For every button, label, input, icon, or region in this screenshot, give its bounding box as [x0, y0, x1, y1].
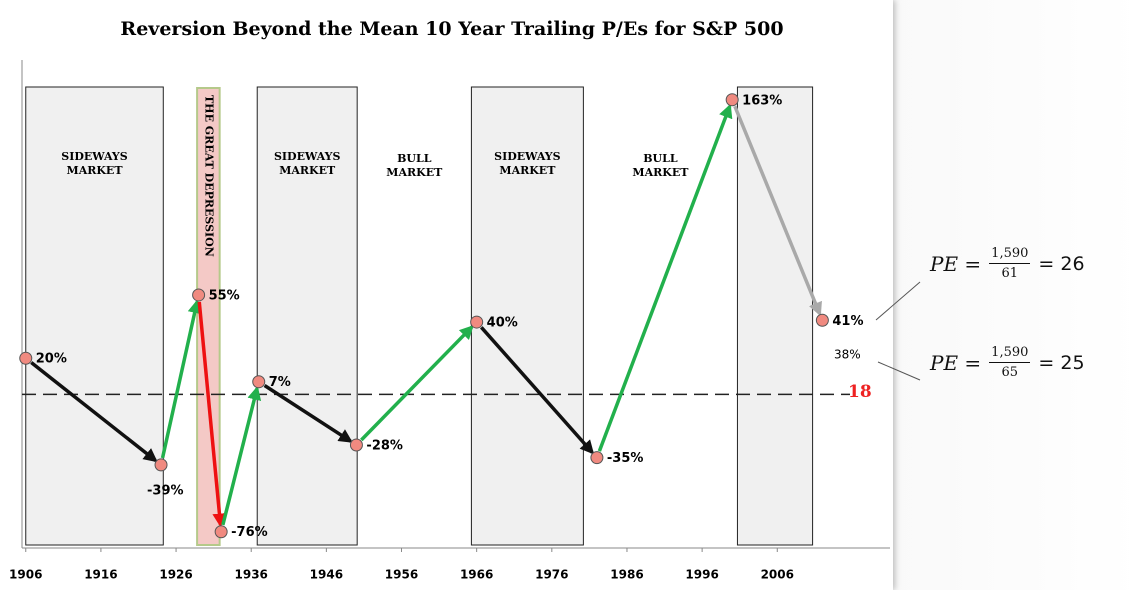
arrow-segment: [160, 299, 202, 459]
data-label: -39%: [147, 483, 184, 498]
region: [470, 86, 584, 546]
region-label: SIDEWAYS MARKET: [273, 150, 341, 177]
point: [349, 438, 363, 452]
fraction: 1,590 61: [989, 246, 1031, 281]
formula: PE = 1,590 65 = 25: [930, 345, 1085, 380]
data-label: 41%: [832, 314, 863, 329]
arrow-segment: [263, 384, 353, 443]
formula-lhs: PE =: [930, 350, 982, 375]
point: [154, 458, 168, 472]
data-label: -28%: [366, 438, 403, 453]
region: [25, 86, 164, 546]
x-tick-label: 1946: [310, 568, 343, 582]
reference-label: 18: [848, 382, 872, 402]
point: [192, 288, 206, 302]
x-tick-label: 2006: [761, 568, 794, 582]
x-tick-label: 1936: [235, 568, 268, 582]
data-label: -76%: [231, 525, 268, 540]
arrow-segment: [597, 103, 733, 452]
data-label: 163%: [742, 93, 782, 108]
x-tick-label: 1986: [610, 568, 643, 582]
connector: [875, 281, 921, 321]
denominator: 61: [1001, 266, 1019, 281]
formula-rhs: = 25: [1038, 351, 1085, 374]
region-label: SIDEWAYS MARKET: [61, 150, 128, 177]
region-label: BULL MARKET: [386, 152, 443, 179]
x-tick-label: 1976: [535, 568, 568, 582]
annotation: 38%: [834, 348, 861, 362]
arrow-segment: [221, 385, 262, 526]
region-label: THE GREAT DEPRESSION: [202, 95, 215, 257]
connector: [877, 361, 921, 381]
arrow-segment: [480, 326, 595, 455]
point: [470, 315, 484, 329]
formula-rhs: = 26: [1038, 252, 1085, 275]
arrow-segment: [360, 325, 474, 442]
x-tick-label: 1906: [9, 568, 42, 582]
data-label: 7%: [269, 375, 291, 390]
formula: PE = 1,590 61 = 26: [930, 246, 1085, 281]
region: [736, 86, 814, 546]
point: [19, 351, 33, 365]
point: [815, 313, 829, 327]
arrow-segment: [733, 105, 822, 317]
point: [725, 93, 739, 107]
fraction: 1,590 65: [989, 345, 1031, 380]
x-tick-label: 1916: [84, 568, 117, 582]
data-label: 20%: [36, 352, 67, 367]
x-tick-label: 1966: [460, 568, 493, 582]
arrow-segment: [197, 301, 227, 528]
x-tick-label: 1996: [685, 568, 718, 582]
data-label: 55%: [209, 288, 240, 303]
x-tick-label: 1956: [385, 568, 418, 582]
region-label: BULL MARKET: [632, 152, 689, 179]
arrow-segment: [30, 361, 158, 463]
region-label: SIDEWAYS MARKET: [494, 150, 561, 177]
point: [252, 375, 266, 389]
data-label: -35%: [607, 451, 644, 466]
chart-title: Reversion Beyond the Mean 10 Year Traili…: [120, 18, 783, 40]
formula-lhs: PE =: [930, 251, 982, 276]
numerator: 1,590: [989, 246, 1031, 264]
data-label: 40%: [487, 316, 518, 331]
point: [590, 451, 604, 465]
region: [196, 87, 221, 546]
x-tick-label: 1926: [159, 568, 192, 582]
point: [214, 525, 228, 539]
region: [256, 86, 358, 546]
denominator: 65: [1001, 365, 1019, 380]
numerator: 1,590: [989, 345, 1031, 363]
